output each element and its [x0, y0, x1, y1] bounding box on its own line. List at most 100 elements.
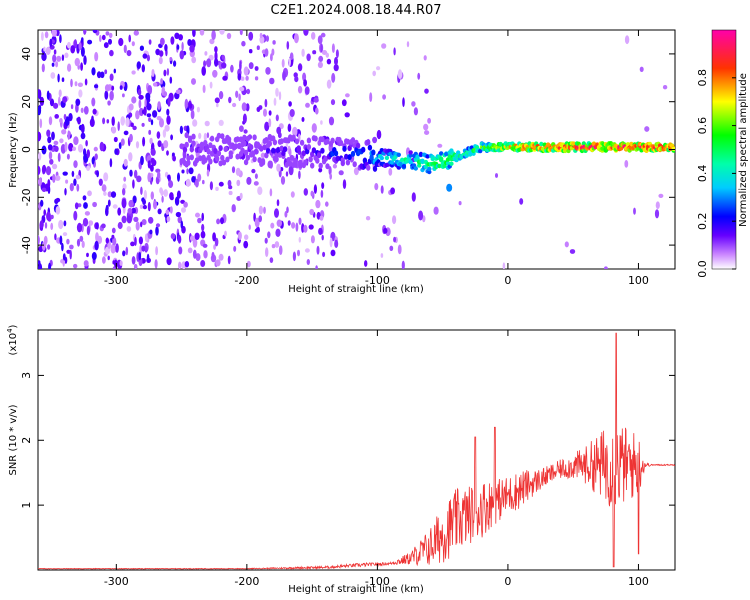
heat-cell: [214, 97, 220, 104]
heat-cell: [167, 174, 171, 180]
heat-cell: [335, 155, 340, 162]
heat-cell: [328, 116, 335, 126]
x-tick-label: -100: [365, 274, 390, 287]
heat-cell: [83, 55, 87, 66]
heat-cell: [216, 132, 222, 139]
heat-cell: [430, 156, 435, 162]
snr-panel: -300 -200 -100 0 100 1 2 3 Height of straight l…: [6, 324, 676, 595]
heat-cell: [70, 78, 73, 88]
heat-cell: [212, 232, 217, 242]
heat-cell: [227, 255, 231, 265]
heat-cell: [56, 55, 62, 62]
heat-cell: [259, 145, 264, 152]
heat-cell: [338, 170, 344, 176]
heat-cell: [191, 176, 196, 183]
heat-cell: [112, 237, 117, 246]
heat-cell: [420, 158, 425, 163]
heat-cell: [313, 97, 319, 103]
heat-cell: [502, 262, 506, 269]
heat-cell: [163, 140, 169, 149]
heat-cell: [254, 76, 259, 81]
heat-cell: [46, 129, 51, 137]
spectrogram-ylabel: Frequency (Hz): [8, 112, 19, 188]
heat-cell: [320, 136, 325, 143]
snr-multiplier-exp: 4: [6, 328, 14, 333]
heat-cell: [250, 150, 256, 157]
heat-cell: [233, 143, 239, 150]
heat-cell: [251, 168, 256, 174]
heat-cell: [341, 99, 347, 107]
heat-cell: [115, 243, 119, 253]
heat-cell: [103, 42, 109, 49]
heat-cell: [173, 60, 177, 67]
heat-cell: [69, 244, 74, 250]
heat-cell: [320, 189, 324, 198]
heat-cell: [311, 123, 317, 133]
heat-cell: [372, 136, 378, 144]
heat-cell: [68, 113, 73, 122]
heat-cell: [131, 96, 137, 104]
figure-title: C2E1.2024.008.18.44.R07: [270, 3, 441, 18]
heat-cell: [148, 39, 152, 45]
heat-cell: [333, 64, 339, 72]
heat-cell: [320, 43, 323, 53]
heat-cell: [286, 41, 290, 50]
heat-cell: [141, 122, 145, 127]
heat-cell: [87, 39, 93, 45]
heat-cell: [137, 89, 142, 96]
heat-cell: [317, 35, 323, 45]
heat-cell: [89, 118, 95, 127]
heat-cell: [112, 204, 118, 209]
heat-cell: [221, 62, 227, 69]
heat-cell: [147, 85, 153, 95]
heat-cell: [187, 135, 193, 142]
heat-cell: [345, 93, 350, 98]
heat-cell: [213, 148, 218, 154]
heat-cell: [104, 90, 109, 100]
heat-cell: [181, 169, 185, 174]
heat-cell: [169, 206, 173, 214]
heat-cell: [99, 34, 102, 43]
heat-cell: [146, 103, 152, 111]
heat-cell: [240, 147, 245, 154]
heat-cell: [106, 119, 110, 124]
heat-cell: [297, 85, 303, 94]
heat-cell: [371, 149, 376, 156]
heat-cell: [142, 199, 147, 205]
heat-cell: [170, 134, 174, 141]
heat-cell: [142, 53, 148, 59]
heat-cell: [423, 123, 429, 131]
heat-cell: [256, 45, 260, 50]
heat-cell: [162, 129, 167, 138]
heat-cell: [201, 212, 204, 222]
heat-cell: [294, 76, 299, 83]
heat-cell: [54, 233, 57, 241]
heat-cell: [316, 152, 322, 159]
heat-cell: [252, 134, 257, 141]
heat-cell: [42, 164, 47, 174]
heat-cell: [157, 101, 161, 110]
heat-cell: [38, 165, 41, 176]
heat-cell: [84, 78, 88, 86]
heat-cell: [142, 136, 146, 147]
heat-cell: [80, 62, 83, 71]
heat-cell: [128, 103, 134, 111]
heat-cell: [216, 103, 219, 108]
heat-cell: [418, 151, 424, 157]
heat-cell: [242, 134, 247, 141]
heat-cell: [220, 154, 225, 161]
heat-cell: [208, 142, 213, 149]
heat-cell: [285, 171, 289, 177]
heat-cell: [372, 70, 377, 77]
heat-cell: [276, 219, 282, 227]
heat-cell: [334, 239, 339, 248]
heat-cell: [91, 115, 94, 122]
heat-cell: [117, 121, 120, 132]
heat-cell: [191, 78, 196, 85]
heat-cell: [350, 150, 356, 157]
heat-cell: [376, 129, 382, 140]
heat-cell: [284, 211, 288, 218]
x-tick-label: -100: [365, 575, 390, 588]
heat-cell: [227, 179, 232, 187]
